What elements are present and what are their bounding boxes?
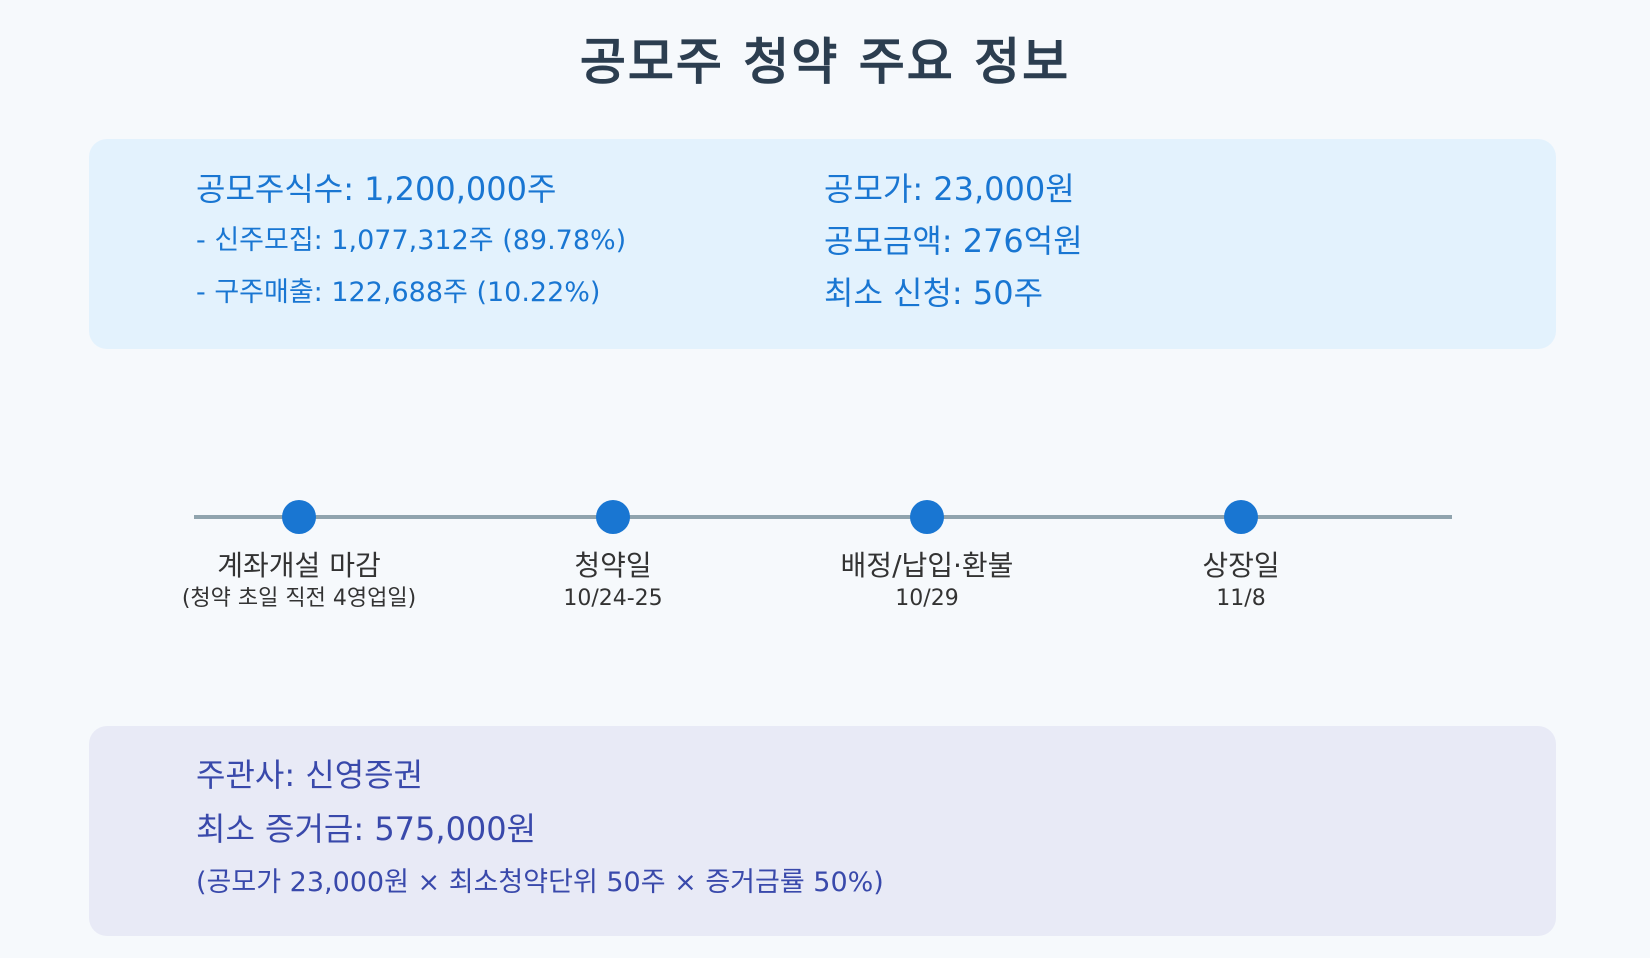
- offering-info-panel: 공모주식수: 1,200,000주 - 신주모집: 1,077,312주 (89…: [89, 139, 1556, 349]
- underwriting-info-panel: 주관사: 신영증권 최소 증거금: 575,000원 (공모가 23,000원 …: [89, 726, 1556, 936]
- timeline-item-name: 계좌개설 마감: [217, 549, 381, 582]
- old-shares: - 구주매출: 122,688주 (10.22%): [196, 277, 601, 308]
- timeline-dot-subscription: [596, 500, 630, 534]
- deposit-formula: (공모가 23,000원 × 최소청약단위 50주 × 증거금률 50%): [196, 867, 884, 898]
- timeline-item-name: 상장일: [1202, 549, 1280, 582]
- timeline-item-date: (청약 초일 직전 4영업일): [181, 586, 417, 611]
- min-application: 최소 신청: 50주: [824, 274, 1044, 312]
- timeline-item-allocation: 배정/납입·환불 10/29: [747, 548, 1107, 614]
- underwriter: 주관사: 신영증권: [196, 756, 424, 794]
- timeline-item-subscription: 청약일 10/24-25: [433, 548, 793, 614]
- timeline-item-listing: 상장일 11/8: [1061, 548, 1421, 614]
- offering-shares-column: 공모주식수: 1,200,000주 - 신주모집: 1,077,312주 (89…: [196, 163, 626, 319]
- timeline-dot-listing: [1224, 500, 1258, 534]
- schedule-timeline: 계좌개설 마감 (청약 초일 직전 4영업일) 청약일 10/24-25 배정/…: [0, 480, 1650, 640]
- timeline-dot-account-deadline: [282, 500, 316, 534]
- min-deposit: 최소 증거금: 575,000원: [196, 810, 537, 848]
- page-title: 공모주 청약 주요 정보: [579, 33, 1071, 91]
- timeline-item-account-deadline: 계좌개설 마감 (청약 초일 직전 4영업일): [119, 548, 479, 614]
- timeline-axis: [194, 515, 1452, 519]
- offering-price: 공모가: 23,000원: [824, 170, 1075, 208]
- underwriting-column: 주관사: 신영증권 최소 증거금: 575,000원 (공모가 23,000원 …: [196, 748, 884, 910]
- timeline-item-date: 11/8: [1216, 586, 1266, 611]
- new-shares: - 신주모집: 1,077,312주 (89.78%): [196, 225, 627, 256]
- shares-total: 공모주식수: 1,200,000주: [196, 170, 557, 208]
- timeline-item-name: 배정/납입·환불: [840, 549, 1014, 582]
- timeline-item-date: 10/29: [895, 586, 959, 611]
- offering-amount: 공모금액: 276억원: [824, 222, 1083, 260]
- timeline-item-date: 10/24-25: [563, 586, 663, 611]
- offering-price-column: 공모가: 23,000원 공모금액: 276억원 최소 신청: 50주: [824, 163, 1083, 319]
- timeline-dot-allocation: [910, 500, 944, 534]
- timeline-item-name: 청약일: [574, 549, 652, 582]
